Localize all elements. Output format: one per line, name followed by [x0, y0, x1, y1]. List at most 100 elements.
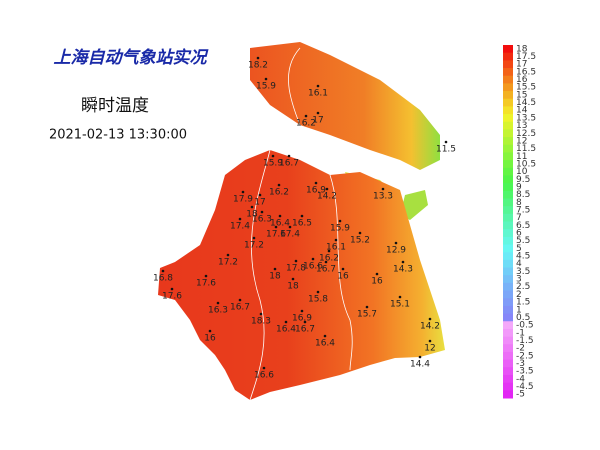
station-dot [325, 187, 329, 191]
colorbar-cell [503, 367, 513, 376]
station-value: 18 [246, 210, 258, 220]
colorbar-label: 3 [516, 275, 522, 285]
station-dot [300, 309, 304, 313]
station-dot [204, 274, 208, 278]
colorbar-cell [503, 91, 513, 100]
colorbar-cell [503, 52, 513, 61]
timestamp: 2021-02-13 13:30:00 [49, 128, 187, 143]
station-dot [401, 260, 405, 264]
colorbar-cell [503, 206, 513, 215]
colorbar-label: -4 [516, 374, 525, 384]
colorbar-label: 2 [516, 290, 522, 300]
colorbar-cell [503, 83, 513, 92]
station-value: 16.4 [270, 219, 290, 229]
colorbar-cell [503, 275, 513, 284]
station-dot [260, 210, 264, 214]
station-value: 15.9 [330, 224, 350, 234]
station-value: 16.8 [153, 274, 173, 284]
colorbar-label: -2.5 [516, 351, 534, 361]
colorbar-label: -0.5 [516, 321, 534, 331]
station-dot [327, 249, 331, 253]
colorbar-cell [503, 229, 513, 238]
station-dot [226, 253, 230, 257]
station-dot [238, 298, 242, 302]
colorbar-cell [503, 160, 513, 169]
station-dot [256, 56, 260, 60]
colorbar-cell [503, 75, 513, 84]
colorbar-cell [503, 244, 513, 253]
isotherm [288, 47, 301, 126]
colorbar-cell [503, 213, 513, 222]
colorbar-cell [503, 198, 513, 207]
station-dot [394, 241, 398, 245]
station-dot [170, 287, 174, 291]
station-value: 16.2 [296, 119, 316, 129]
colorbar-label: -4.5 [516, 382, 534, 392]
station-value: 18 [269, 272, 281, 282]
station-value: 18.3 [251, 317, 271, 327]
colorbar-label: 9.5 [516, 175, 530, 185]
station-dot [316, 290, 320, 294]
station-dot [278, 214, 282, 218]
station-value: 16.6 [303, 262, 323, 272]
colorbar-cell [503, 68, 513, 77]
colorbar-label: 14 [516, 106, 528, 116]
station-dot [291, 277, 295, 281]
colorbar-cell [503, 236, 513, 246]
station-value: 17.9 [233, 195, 253, 205]
station-dot [264, 77, 268, 81]
colorbar-label: 11 [516, 152, 527, 162]
station-dot [277, 183, 281, 187]
station-value: 16.1 [308, 89, 328, 99]
station-dot [300, 214, 304, 218]
colorbar-cell [503, 321, 513, 330]
station-dot [324, 260, 328, 264]
station-dot [288, 225, 292, 229]
colorbar-cell [503, 305, 513, 315]
colorbar-cell [503, 60, 513, 69]
colorbar-cell [503, 183, 513, 192]
colorbar-cell [503, 121, 513, 130]
colorbar-cell [503, 374, 513, 384]
station-dot [259, 312, 263, 316]
station-value: 16.3 [252, 215, 272, 225]
station-dot [316, 84, 320, 88]
colorbar-label: 17 [516, 60, 527, 70]
colorbar-cell [503, 390, 513, 399]
station-value: 17.4 [230, 222, 250, 232]
station-dot [273, 267, 277, 271]
colorbar-cell [503, 129, 513, 138]
station-value: 13.3 [373, 192, 393, 202]
station-value: 15.7 [357, 310, 377, 320]
station-dot [323, 334, 327, 338]
title: 上海自动气象站实况 [54, 48, 210, 68]
station-dot [258, 193, 262, 197]
station-dot [338, 219, 342, 223]
colorbar-label: 14.5 [516, 98, 536, 108]
station-dot [252, 236, 256, 240]
colorbar-label: 4.5 [516, 252, 530, 262]
station-dot [216, 301, 220, 305]
station-dot [311, 257, 315, 261]
colorbar-label: 16.5 [516, 67, 536, 77]
colorbar-cell [503, 106, 513, 115]
station-value: 17.6 [196, 279, 216, 289]
station-value: 16 [337, 272, 349, 282]
colorbar-cell [503, 114, 513, 123]
station-value: 11.5 [436, 145, 456, 155]
colorbar-cell [503, 144, 513, 153]
colorbar-cell [503, 344, 513, 353]
colorbar-cell [503, 290, 513, 299]
station-value: 16.4 [315, 339, 335, 349]
station-value: 17.6 [162, 292, 182, 302]
colorbar-label: 17.5 [516, 52, 536, 62]
colorbar-label: 16 [516, 75, 528, 85]
chongming-island [250, 42, 440, 170]
station-value: 17.2 [218, 258, 238, 268]
station-dot [341, 267, 345, 271]
station-dot [271, 154, 275, 158]
station-dot [428, 317, 432, 321]
station-value: 16.3 [208, 306, 228, 316]
colorbar-label: 2.5 [516, 282, 530, 292]
